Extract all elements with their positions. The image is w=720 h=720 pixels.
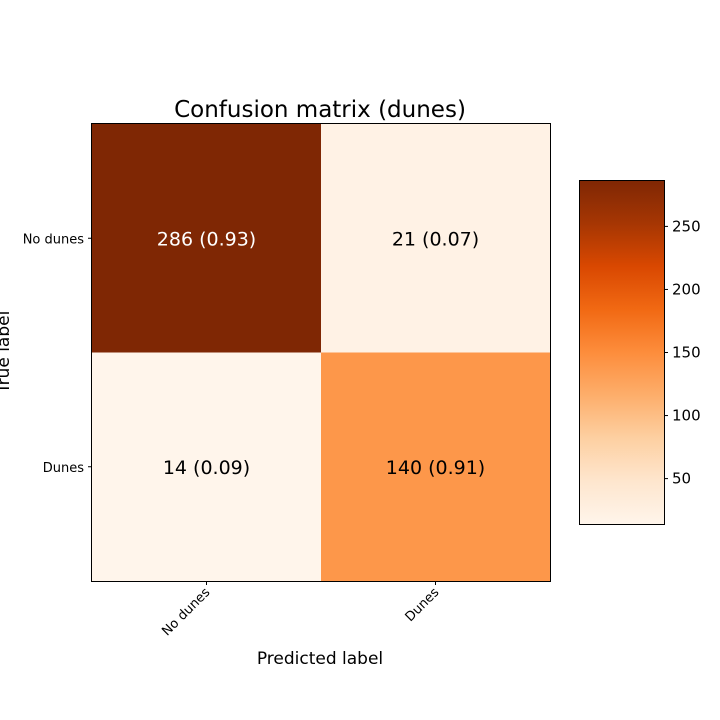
colorbar-tick-label: 50 (672, 470, 691, 488)
cell-annotations: 286 (0.93) 21 (0.07) 14 (0.09) 140 (0.91) (157, 228, 485, 479)
heatmap-cell (92, 124, 322, 353)
y-axis-label: True label (0, 311, 14, 395)
cell-label: 14 (0.09) (163, 457, 250, 479)
y-axis-ticks: No dunes Dunes (23, 232, 92, 476)
colorbar-ticks: 50 100 150 200 250 (664, 217, 701, 488)
heatmap-cell (321, 124, 551, 353)
colorbar-tick-label: 250 (672, 217, 701, 235)
colorbar-tick-label: 200 (672, 280, 701, 298)
x-axis-ticks: No dunes Dunes (159, 581, 442, 639)
colorbar (579, 180, 665, 525)
cell-label: 140 (0.91) (386, 457, 485, 479)
x-tick-label: No dunes (159, 585, 213, 639)
x-axis-label: Predicted label (257, 649, 383, 669)
y-tick-label: No dunes (23, 232, 85, 247)
x-tick-label: Dunes (403, 585, 443, 625)
chart-title: Confusion matrix (dunes) (174, 97, 466, 123)
plot-frame (91, 123, 551, 582)
colorbar-tick-label: 100 (672, 407, 701, 425)
y-tick-label: Dunes (43, 461, 84, 476)
cell-label: 21 (0.07) (392, 228, 479, 250)
heatmap-cell (321, 352, 551, 582)
cell-label: 286 (0.93) (157, 228, 256, 250)
heatmap-cells (92, 124, 551, 582)
colorbar-tick-label: 150 (672, 344, 701, 362)
heatmap-cell (92, 352, 322, 582)
